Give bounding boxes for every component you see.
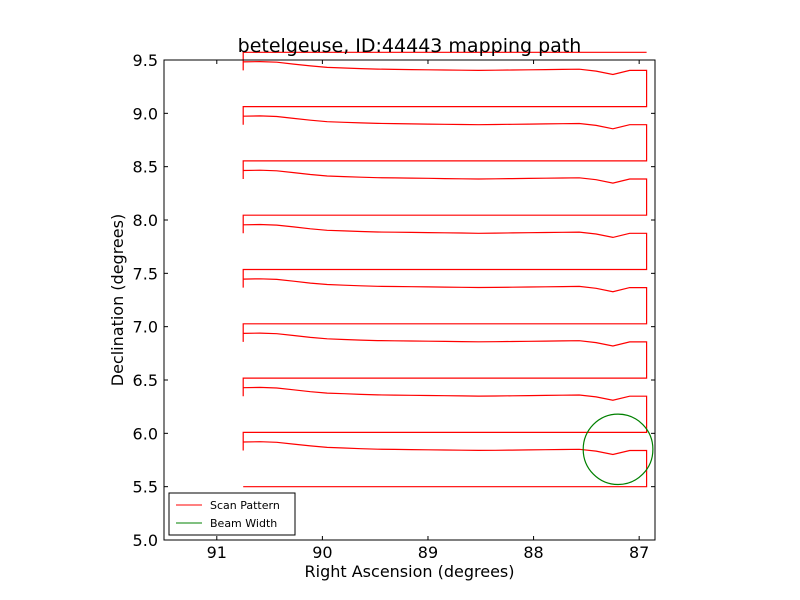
x-tick-label: 90 — [312, 543, 332, 562]
x-tick-label: 91 — [207, 543, 227, 562]
legend-label-beam-width: Beam Width — [210, 517, 277, 530]
legend-label-scan-pattern: Scan Pattern — [210, 499, 280, 512]
y-tick-label: 7.0 — [133, 318, 158, 337]
y-tick-label: 6.5 — [133, 371, 158, 390]
scan-pattern-line — [242, 51, 648, 488]
y-tick-label: 8.0 — [133, 211, 158, 230]
y-tick-label: 9.0 — [133, 104, 158, 123]
beam-width-circle — [582, 413, 654, 486]
x-axis-label: Right Ascension (degrees) — [305, 562, 515, 581]
chart-title: betelgeuse, ID:44443 mapping path — [238, 35, 582, 57]
y-axis-label: Declination (degrees) — [108, 214, 127, 386]
legend: Scan Pattern Beam Width — [168, 492, 296, 536]
y-tick-label: 6.0 — [133, 424, 158, 443]
plot-area — [164, 60, 655, 540]
x-tick-label: 89 — [418, 543, 438, 562]
x-tick-label: 87 — [629, 543, 649, 562]
y-axis-ticks: 5.0 5.5 6.0 6.5 7.0 7.5 8.0 8.5 9.0 9.5 — [133, 51, 655, 550]
y-tick-label: 7.5 — [133, 264, 158, 283]
series-layer — [242, 51, 654, 488]
plot-frame — [163, 59, 656, 541]
x-tick-label: 88 — [523, 543, 543, 562]
y-tick-label: 9.5 — [133, 51, 158, 70]
y-tick-label: 5.0 — [133, 531, 158, 550]
y-tick-label: 5.5 — [133, 478, 158, 497]
legend-box — [168, 492, 296, 536]
x-axis-ticks: 91 90 89 88 87 — [207, 60, 649, 562]
y-tick-label: 8.5 — [133, 158, 158, 177]
